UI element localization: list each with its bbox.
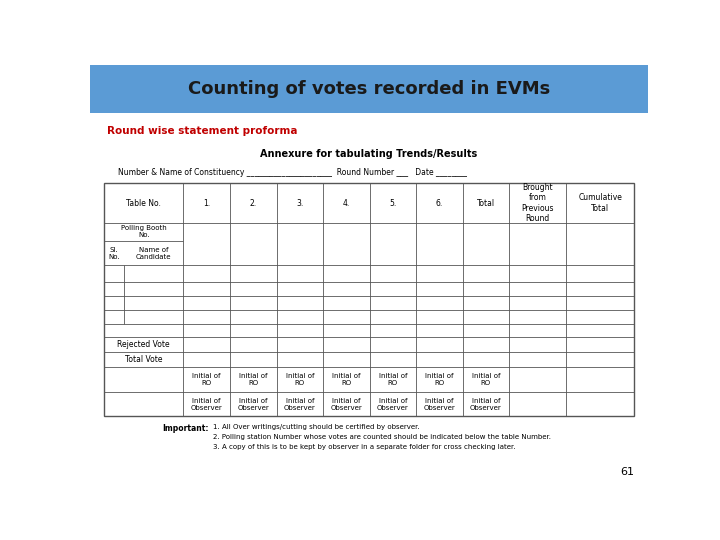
Text: 61: 61	[620, 467, 634, 477]
Text: Initial of
RO: Initial of RO	[192, 373, 221, 386]
Text: Initial of
Observer: Initial of Observer	[191, 397, 222, 410]
Text: 5.: 5.	[390, 199, 397, 208]
Text: Round wise statement proforma: Round wise statement proforma	[107, 126, 297, 136]
Text: Cumulative
Total: Cumulative Total	[578, 193, 622, 213]
Text: Brought
from
Previous
Round: Brought from Previous Round	[521, 183, 554, 223]
Text: Table No.: Table No.	[126, 199, 161, 208]
Text: 3.: 3.	[296, 199, 303, 208]
Text: Initial of
Observer: Initial of Observer	[284, 397, 315, 410]
Bar	[90, 65, 648, 113]
Text: 3. A copy of this is to be kept by observer in a separate folder for cross check: 3. A copy of this is to be kept by obser…	[213, 444, 516, 450]
Text: Initial of
RO: Initial of RO	[425, 373, 454, 386]
Text: Rejected Vote: Rejected Vote	[117, 340, 170, 349]
Text: 1. All Over writings/cutting should be certified by observer.: 1. All Over writings/cutting should be c…	[213, 424, 419, 430]
Text: Initial of
RO: Initial of RO	[332, 373, 361, 386]
Text: Total: Total	[477, 199, 495, 208]
Text: Total Vote: Total Vote	[125, 355, 163, 364]
Text: Initial of
Observer: Initial of Observer	[330, 397, 362, 410]
Text: Important:: Important:	[163, 424, 209, 433]
Text: Initial of
Observer: Initial of Observer	[470, 397, 502, 410]
Text: Annexure for tabulating Trends/Results: Annexure for tabulating Trends/Results	[261, 149, 477, 159]
Bar	[104, 183, 634, 416]
Text: 6.: 6.	[436, 199, 443, 208]
Text: Polling Booth
No.: Polling Booth No.	[121, 225, 166, 239]
Text: Initial of
Observer: Initial of Observer	[377, 397, 409, 410]
Text: Name of
Candidate: Name of Candidate	[136, 247, 171, 260]
Text: 2.: 2.	[250, 199, 257, 208]
Text: Initial of
Observer: Initial of Observer	[423, 397, 455, 410]
Text: 4.: 4.	[343, 199, 350, 208]
Text: Initial of
RO: Initial of RO	[286, 373, 314, 386]
Text: Number & Name of Constituency ______________________  Round Number ___   Date __: Number & Name of Constituency __________…	[118, 168, 467, 178]
Text: Initial of
RO: Initial of RO	[379, 373, 407, 386]
Text: 2. Polling station Number whose votes are counted should be indicated below the : 2. Polling station Number whose votes ar…	[213, 434, 551, 440]
Text: Sl.
No.: Sl. No.	[108, 247, 120, 260]
Text: 1.: 1.	[203, 199, 210, 208]
Text: Initial of
RO: Initial of RO	[239, 373, 268, 386]
Text: Initial of
RO: Initial of RO	[472, 373, 500, 386]
Text: Initial of
Observer: Initial of Observer	[238, 397, 269, 410]
Text: Counting of votes recorded in EVMs: Counting of votes recorded in EVMs	[188, 80, 550, 98]
